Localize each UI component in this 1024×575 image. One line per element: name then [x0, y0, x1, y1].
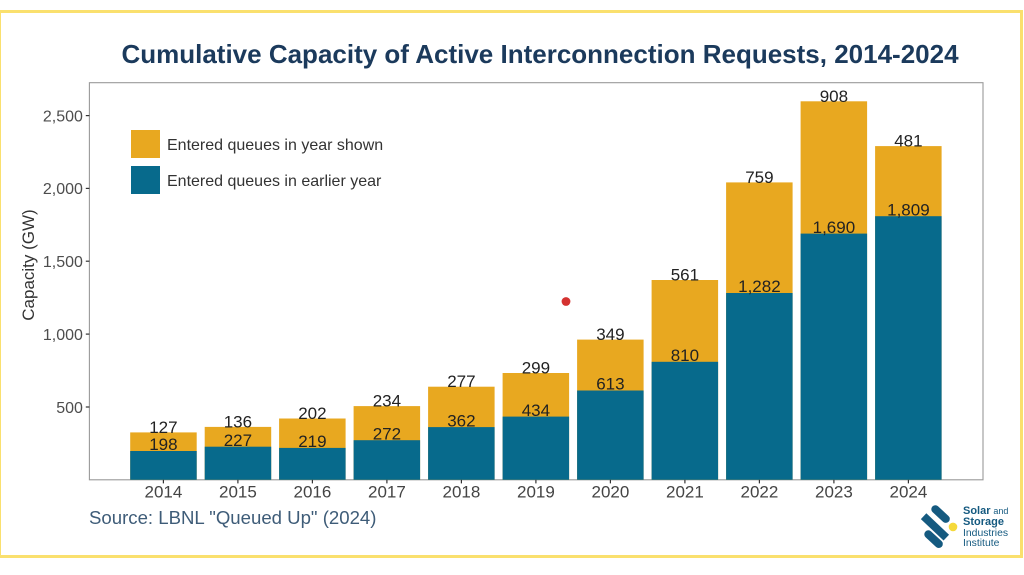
- svg-text:272: 272: [373, 424, 401, 443]
- svg-text:2015: 2015: [219, 482, 257, 501]
- svg-text:299: 299: [522, 359, 550, 378]
- svg-text:908: 908: [820, 87, 848, 106]
- svg-text:Capacity (GW): Capacity (GW): [19, 209, 38, 320]
- svg-text:810: 810: [671, 346, 699, 365]
- svg-text:434: 434: [522, 401, 550, 420]
- svg-text:2,000: 2,000: [43, 181, 83, 198]
- svg-text:759: 759: [745, 168, 773, 187]
- svg-text:219: 219: [298, 432, 326, 451]
- svg-text:2,500: 2,500: [43, 108, 83, 125]
- svg-text:2016: 2016: [293, 482, 331, 501]
- svg-text:1,000: 1,000: [43, 327, 83, 344]
- svg-text:2023: 2023: [815, 482, 853, 501]
- svg-text:2021: 2021: [666, 482, 704, 501]
- svg-text:1,282: 1,282: [738, 277, 781, 296]
- svg-text:277: 277: [447, 372, 475, 391]
- svg-text:198: 198: [149, 435, 177, 454]
- svg-text:349: 349: [596, 325, 624, 344]
- svg-text:234: 234: [373, 392, 401, 411]
- svg-text:2017: 2017: [368, 482, 406, 501]
- svg-text:227: 227: [224, 431, 252, 450]
- svg-text:613: 613: [596, 375, 624, 394]
- svg-text:2024: 2024: [889, 482, 927, 501]
- svg-text:127: 127: [149, 418, 177, 437]
- svg-text:136: 136: [224, 412, 252, 431]
- svg-text:1,809: 1,809: [887, 200, 930, 219]
- svg-text:202: 202: [298, 404, 326, 423]
- svg-text:Entered queues in year shown: Entered queues in year shown: [167, 137, 383, 154]
- svg-text:561: 561: [671, 266, 699, 285]
- svg-text:Entered queues in earlier year: Entered queues in earlier year: [167, 173, 382, 190]
- svg-text:500: 500: [56, 400, 83, 417]
- svg-text:2014: 2014: [144, 482, 182, 501]
- svg-text:1,690: 1,690: [813, 218, 856, 237]
- svg-text:2022: 2022: [740, 482, 778, 501]
- svg-text:362: 362: [447, 411, 475, 430]
- svg-text:2019: 2019: [517, 482, 555, 501]
- svg-text:1,500: 1,500: [43, 254, 83, 271]
- svg-text:481: 481: [894, 132, 922, 151]
- svg-text:2020: 2020: [591, 482, 629, 501]
- svg-text:2018: 2018: [442, 482, 480, 501]
